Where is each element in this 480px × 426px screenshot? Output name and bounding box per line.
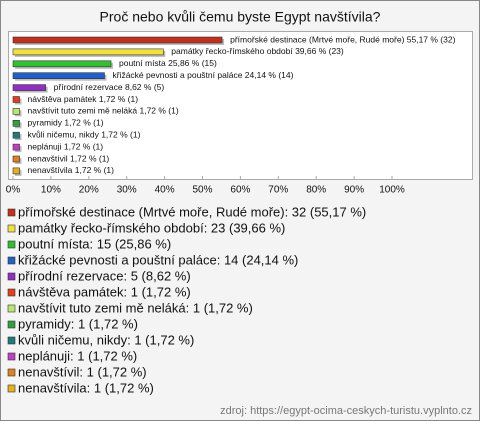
bar <box>12 96 20 103</box>
bar-label: přírodní rezervace 8,62 % (5) <box>54 82 165 92</box>
bar <box>12 36 223 44</box>
legend-swatch <box>7 224 16 233</box>
legend-swatch <box>7 240 16 249</box>
bar <box>12 167 20 175</box>
legend-label: navštívit tuto zemi mě neláká: 1 (1,72 %… <box>18 300 253 315</box>
legend-label: přímořské destinace (Mrtvé moře, Rudé mo… <box>18 204 366 219</box>
bar-label: poutní místa 25,86 % (15) <box>119 58 217 68</box>
bar <box>12 60 112 68</box>
bar <box>12 108 20 115</box>
x-tick-label: 70% <box>268 185 288 196</box>
legend-label: poutní místa: 15 (25,86 %) <box>18 236 171 251</box>
legend-label: nenavštívil: 1 (1,72 %) <box>18 364 147 379</box>
legend-label: pyramidy: 1 (1,72 %) <box>18 316 138 331</box>
x-tick-label: 40% <box>155 185 175 196</box>
x-tick-label: 100% <box>379 185 405 196</box>
legend-swatch <box>7 272 16 281</box>
legend-swatch <box>7 320 16 329</box>
x-tick-label: 90% <box>344 185 364 196</box>
bar-label: návštěva památek 1,72 % (1) <box>28 94 139 104</box>
bar-label: nenavštívila 1,72 % (1) <box>28 165 115 175</box>
bar <box>12 84 46 91</box>
x-tick-label: 10% <box>41 185 61 196</box>
legend-swatch <box>7 304 16 313</box>
legend-label: návštěva památek: 1 (1,72 %) <box>18 284 191 299</box>
legend-label: památky řecko-římského období: 23 (39,66… <box>18 220 285 235</box>
legend-swatch <box>7 384 16 393</box>
bar-label: přímořské destinace (Mrtvé moře, Rudé mo… <box>230 34 456 44</box>
bar-label: navštívit tuto zemi mě neláká 1,72 % (1) <box>28 106 179 116</box>
chart-title: Proč nebo kvůli čemu byste Egypt navštív… <box>100 9 381 25</box>
bar-label: pyramidy 1,72 % (1) <box>28 118 104 128</box>
legend-label: neplánuji: 1 (1,72 %) <box>18 348 137 363</box>
bar <box>12 155 20 163</box>
source: zdroj: https://egypt-ocima-ceskych-turis… <box>220 405 472 417</box>
x-tick-label: 20% <box>79 185 99 196</box>
legend-label: křižácké pevnosti a pouštní paláce: 14 (… <box>18 252 298 267</box>
legend-label: přírodní rezervace: 5 (8,62 %) <box>18 268 191 283</box>
legend-swatch <box>7 368 16 377</box>
legend-label: nenavštívila: 1 (1,72 %) <box>18 380 154 395</box>
bar-label: křižácké pevnosti a pouštní paláce 24,14… <box>112 70 293 80</box>
bar <box>12 120 20 127</box>
x-tick-label: 0% <box>6 185 21 196</box>
legend-swatch <box>7 256 16 265</box>
bar-label: nenavštívil 1,72 % (1) <box>28 153 110 163</box>
legend-swatch <box>7 352 16 361</box>
bar <box>12 48 164 56</box>
bar <box>12 72 105 79</box>
legend-label: kvůli ničemu, nikdy: 1 (1,72 %) <box>18 332 194 347</box>
x-tick-label: 30% <box>117 185 137 196</box>
bar-label: památky řecko-římského období 39,66 % (2… <box>171 46 344 56</box>
bar <box>12 143 20 151</box>
legend-swatch <box>7 288 16 297</box>
legend-swatch <box>7 336 16 345</box>
x-tick-label: 50% <box>192 185 212 196</box>
x-tick-label: 80% <box>306 185 326 196</box>
bar <box>12 131 20 139</box>
bar-label: kvůli ničemu, nikdy 1,72 % (1) <box>28 129 141 139</box>
legend-swatch <box>7 208 16 217</box>
x-tick-label: 60% <box>230 185 250 196</box>
bar-label: neplánuji 1,72 % (1) <box>28 141 104 151</box>
